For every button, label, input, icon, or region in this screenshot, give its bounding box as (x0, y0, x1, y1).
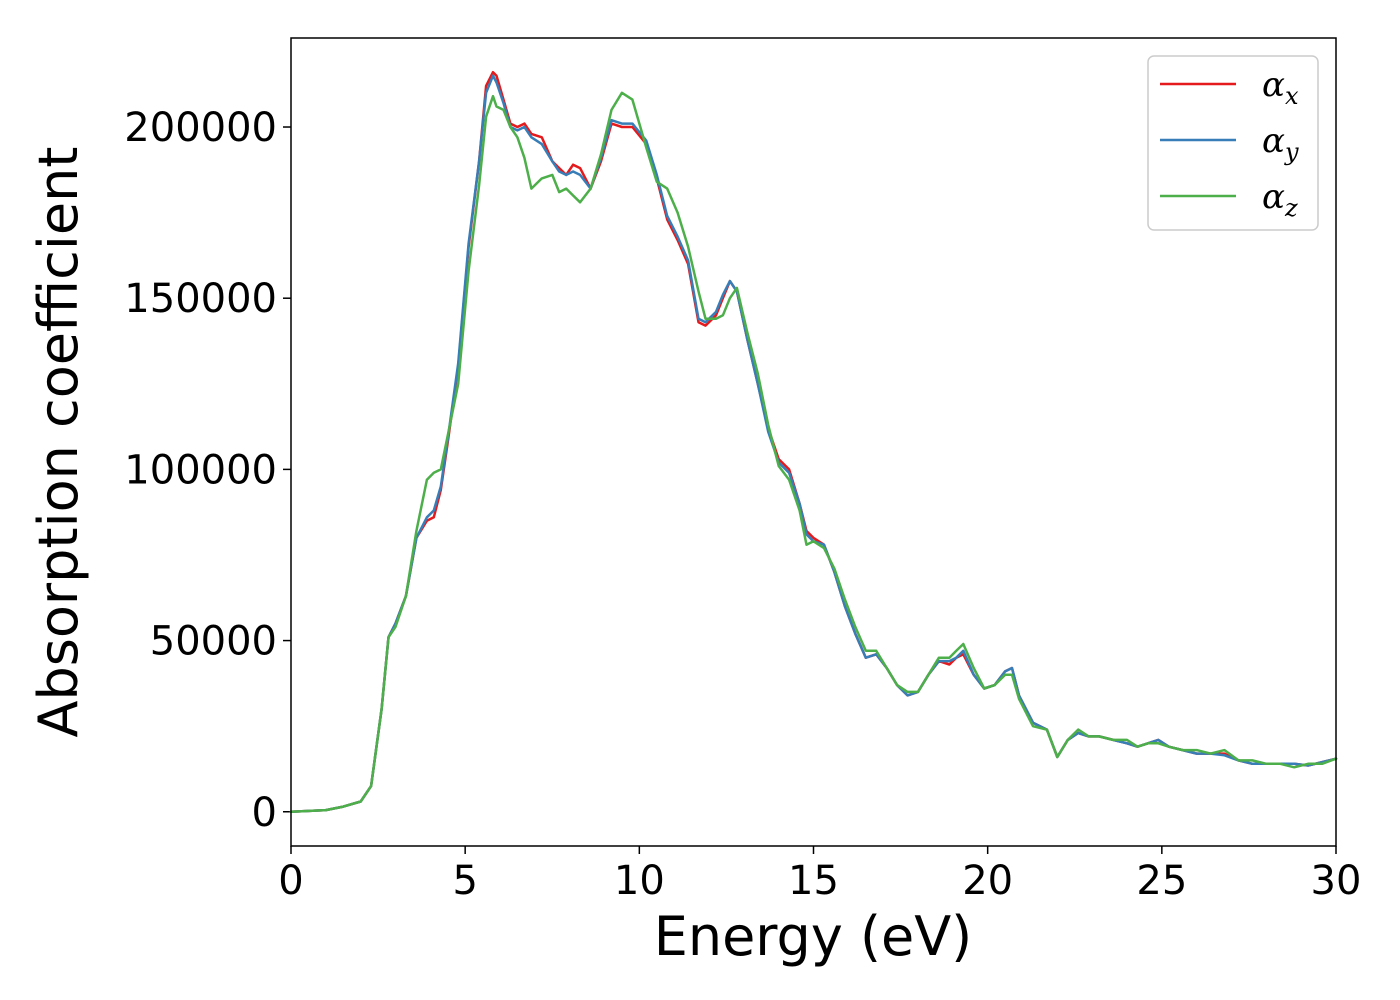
x-tick-label: 5 (452, 858, 477, 904)
y-tick-label: 0 (252, 790, 277, 836)
y-tick-label: 100000 (124, 447, 277, 493)
x-tick-label: 20 (962, 858, 1013, 904)
x-tick-label: 25 (1136, 858, 1187, 904)
x-tick-label: 0 (278, 858, 303, 904)
series-line-alpha-z (289, 91, 1338, 814)
y-tick-label: 200000 (124, 105, 277, 151)
x-tick-label: 30 (1311, 858, 1362, 904)
x-tick-label: 15 (788, 858, 839, 904)
y-axis-ticks: 0 50000 100000 150000 200000 (124, 105, 291, 836)
x-tick-label: 10 (614, 858, 665, 904)
x-axis-ticks: 0 5 10 15 20 25 30 (278, 846, 1361, 904)
legend-box (1147, 55, 1319, 231)
y-tick-label: 150000 (124, 276, 277, 322)
y-axis-label: Absorption coefficient (27, 147, 90, 738)
legend-label-alpha-y: αy (1262, 121, 1299, 166)
series-lines (289, 70, 1338, 814)
legend: αx αy αz (1147, 55, 1319, 231)
legend-label-alpha-z: αz (1262, 177, 1298, 222)
y-tick-label: 50000 (150, 619, 277, 665)
x-axis-label: Energy (eV) (654, 905, 973, 968)
legend-label-alpha-x: αx (1262, 65, 1299, 110)
plot-frame (290, 37, 1337, 847)
